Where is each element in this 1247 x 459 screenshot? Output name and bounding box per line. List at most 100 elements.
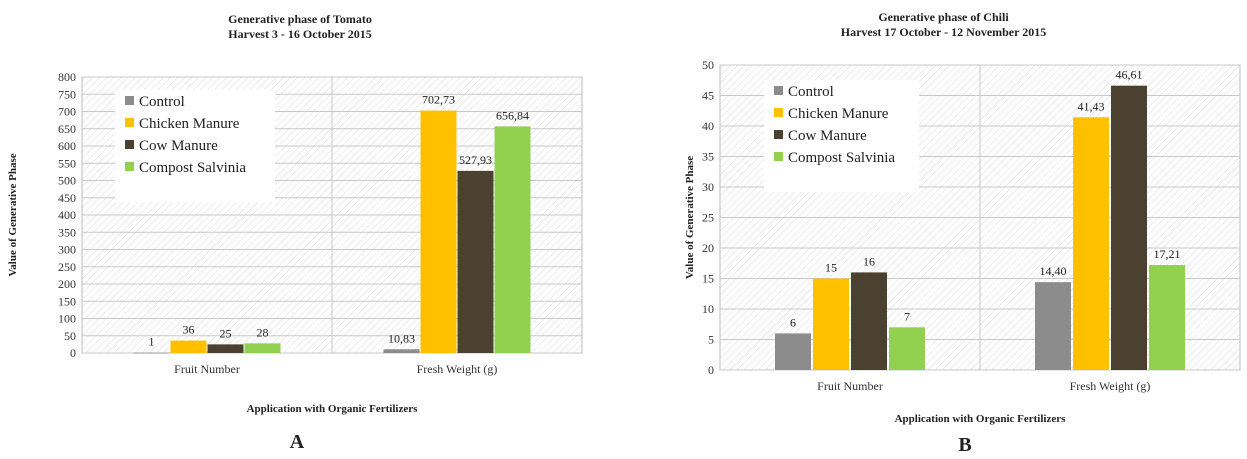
data-label: 7	[904, 309, 910, 323]
y-tick-label: 0	[708, 363, 714, 377]
legend-swatch-compost-salvinia	[774, 152, 783, 161]
y-tick-label: 550	[58, 156, 76, 170]
legend-swatch-control	[774, 86, 783, 95]
y-tick-label: 50	[702, 58, 714, 72]
bar-control-fresh-weight-g	[383, 349, 420, 353]
data-label: 36	[183, 323, 195, 337]
legend-label-control: Control	[139, 94, 185, 110]
data-label: 25	[220, 326, 232, 340]
bar-chart-chili: 0 5 10 15 20 25 30 35 40 45 50 6 15 16 7 Fruit Number 14…	[684, 58, 1241, 393]
bar-control-fruit-number	[133, 352, 170, 354]
chart-panel-chili: Generative phase of Chili Harvest 17 Oct…	[640, 0, 1247, 459]
legend-swatch-chicken-manure	[125, 118, 134, 127]
legend-box	[764, 80, 919, 192]
legend-swatch-cow-manure	[125, 140, 134, 149]
data-label: 46,61	[1116, 68, 1143, 82]
legend-swatch-chicken-manure	[774, 108, 783, 117]
bar-chart-tomato: 0 50 100 150 200 250 300 350 400 450 500 550 600 650 7…	[7, 70, 583, 376]
legend-label-chicken-manure: Chicken Manure	[139, 116, 240, 132]
y-tick-label: 200	[58, 277, 76, 291]
legend-swatch-compost-salvinia	[125, 162, 134, 171]
data-label: 6	[790, 315, 796, 329]
panel-label-a: A	[289, 431, 305, 453]
y-tick-label: 500	[58, 174, 76, 188]
y-tick-label: 0	[70, 346, 76, 360]
x-tick-label: Fresh Weight (g)	[1070, 379, 1151, 393]
data-label: 28	[257, 325, 269, 339]
y-tick-label: 100	[58, 312, 76, 326]
data-label: 656,84	[496, 108, 529, 122]
y-tick-label: 45	[702, 89, 714, 103]
bar-compost-salvinia-fruit-number	[244, 343, 281, 353]
y-tick-label: 250	[58, 260, 76, 274]
y-tick-label: 650	[58, 122, 76, 136]
data-label: 41,43	[1078, 99, 1105, 113]
y-tick-label: 15	[702, 272, 714, 286]
panel-label-b: B	[958, 434, 972, 456]
legend-label-compost-salvinia: Compost Salvinia	[788, 150, 895, 166]
legend-box	[115, 90, 275, 202]
chart-panel-tomato: Generative phase of Tomato Harvest 3 - 1…	[0, 0, 600, 459]
bar-chicken-manure-fresh-weight-g	[1073, 117, 1109, 370]
legend-swatch-control	[125, 96, 134, 105]
y-tick-label: 30	[702, 180, 714, 194]
y-tick-label: 300	[58, 243, 76, 257]
x-tick-label: Fruit Number	[174, 362, 240, 376]
bar-compost-salvinia-fresh-weight-g	[494, 126, 531, 353]
legend-label-compost-salvinia: Compost Salvinia	[139, 160, 246, 176]
y-axis-label: Value of Generative Phase	[7, 153, 19, 276]
bar-control-fresh-weight-g	[1035, 282, 1071, 370]
data-label: 702,73	[422, 93, 455, 107]
y-tick-label: 10	[702, 302, 714, 316]
bar-cow-manure-fruit-number	[207, 344, 244, 353]
y-tick-label: 25	[702, 211, 714, 225]
bar-chicken-manure-fruit-number	[813, 278, 849, 370]
x-axis-label: Application with Organic Fertilizers	[246, 403, 418, 415]
bar-control-fruit-number	[775, 333, 811, 370]
data-label: 17,21	[1154, 247, 1181, 261]
legend-label-chicken-manure: Chicken Manure	[788, 106, 889, 122]
chart-title: Generative phase of Tomato Harvest 3 - 1…	[0, 12, 600, 42]
data-label: 14,40	[1040, 264, 1067, 278]
y-tick-label: 50	[64, 329, 76, 343]
bar-cow-manure-fruit-number	[851, 272, 887, 370]
y-tick-label: 700	[58, 105, 76, 119]
chart-title-line2: Harvest 17 October - 12 November 2015	[840, 25, 1047, 39]
data-label: 10,83	[388, 331, 415, 345]
chart-title-line1: Generative phase of Tomato	[228, 12, 372, 26]
y-tick-label: 600	[58, 139, 76, 153]
bar-compost-salvinia-fruit-number	[889, 327, 925, 370]
y-tick-label: 800	[58, 70, 76, 84]
legend-label-control: Control	[788, 84, 834, 100]
data-label: 15	[825, 261, 837, 275]
legend: Control Chicken Manure Cow Manure Compost S…	[764, 80, 919, 192]
legend-swatch-cow-manure	[774, 130, 783, 139]
bar-chicken-manure-fruit-number	[170, 340, 207, 353]
bar-cow-manure-fresh-weight-g	[457, 170, 494, 353]
chart-title: Generative phase of Chili Harvest 17 Oct…	[640, 10, 1247, 40]
y-axis-label: Value of Generative Phase	[684, 156, 696, 279]
x-tick-label: Fresh Weight (g)	[417, 362, 498, 376]
y-tick-label: 350	[58, 225, 76, 239]
y-tick-label: 20	[702, 241, 714, 255]
legend: Control Chicken Manure Cow Manure Compost S…	[115, 90, 275, 202]
y-tick-label: 40	[702, 119, 714, 133]
x-axis-label: Application with Organic Fertilizers	[894, 413, 1066, 425]
data-label: 527,93	[459, 153, 492, 167]
y-tick-label: 35	[702, 150, 714, 164]
data-label: 16	[863, 254, 875, 268]
legend-label-cow-manure: Cow Manure	[139, 138, 218, 154]
data-label: 1	[149, 335, 155, 349]
bar-chicken-manure-fresh-weight-g	[420, 110, 457, 353]
chart-title-line2: Harvest 3 - 16 October 2015	[228, 27, 372, 41]
y-tick-label: 400	[58, 208, 76, 222]
y-tick-label: 5	[708, 333, 714, 347]
y-tick-label: 450	[58, 191, 76, 205]
chart-title-line1: Generative phase of Chili	[878, 10, 1009, 24]
legend-label-cow-manure: Cow Manure	[788, 128, 867, 144]
y-tick-label: 150	[58, 294, 76, 308]
bar-compost-salvinia-fresh-weight-g	[1149, 265, 1185, 370]
x-tick-label: Fruit Number	[817, 379, 883, 393]
y-tick-label: 750	[58, 87, 76, 101]
bar-cow-manure-fresh-weight-g	[1111, 85, 1147, 370]
